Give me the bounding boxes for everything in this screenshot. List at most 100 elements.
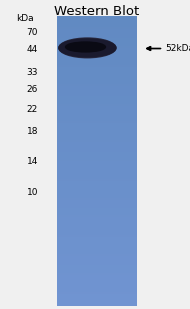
Bar bbox=[57, 244, 137, 246]
Bar bbox=[57, 116, 137, 119]
Bar bbox=[57, 246, 137, 248]
Bar bbox=[57, 157, 137, 159]
Bar bbox=[57, 207, 137, 210]
Bar bbox=[57, 59, 137, 61]
Bar bbox=[57, 197, 137, 200]
Bar bbox=[57, 121, 137, 123]
Bar bbox=[57, 217, 137, 219]
Bar bbox=[57, 248, 137, 250]
Bar bbox=[57, 271, 137, 273]
Text: 52kDa: 52kDa bbox=[165, 44, 190, 53]
Bar bbox=[57, 249, 137, 252]
Bar bbox=[57, 259, 137, 262]
Bar bbox=[57, 215, 137, 217]
Text: 10: 10 bbox=[26, 188, 38, 197]
Bar bbox=[57, 236, 137, 239]
Bar bbox=[57, 298, 137, 300]
Bar bbox=[57, 72, 137, 75]
Bar bbox=[57, 32, 137, 34]
Bar bbox=[57, 26, 137, 28]
Bar bbox=[57, 201, 137, 204]
Bar bbox=[57, 115, 137, 117]
Bar bbox=[57, 105, 137, 108]
Bar bbox=[57, 192, 137, 194]
Bar bbox=[57, 49, 137, 52]
Bar bbox=[57, 280, 137, 283]
Bar bbox=[57, 188, 137, 190]
Bar bbox=[57, 174, 137, 177]
Bar bbox=[57, 91, 137, 94]
Bar bbox=[57, 138, 137, 140]
Bar bbox=[57, 269, 137, 271]
Bar bbox=[57, 277, 137, 279]
Bar bbox=[57, 224, 137, 227]
Bar bbox=[57, 88, 137, 90]
Ellipse shape bbox=[66, 42, 105, 52]
Text: 70: 70 bbox=[26, 28, 38, 37]
Bar bbox=[57, 122, 137, 125]
Bar bbox=[57, 303, 137, 306]
Bar bbox=[57, 95, 137, 98]
Bar bbox=[57, 265, 137, 267]
Text: kDa: kDa bbox=[17, 14, 34, 23]
Bar bbox=[57, 240, 137, 242]
Bar bbox=[57, 219, 137, 221]
Text: 44: 44 bbox=[27, 45, 38, 54]
Bar bbox=[57, 130, 137, 133]
Bar bbox=[57, 273, 137, 275]
Bar bbox=[57, 76, 137, 78]
Bar bbox=[57, 176, 137, 179]
Bar bbox=[57, 222, 137, 225]
Bar bbox=[57, 38, 137, 40]
Bar bbox=[57, 299, 137, 302]
Bar bbox=[57, 255, 137, 258]
Bar bbox=[57, 290, 137, 292]
Bar bbox=[57, 103, 137, 106]
Bar bbox=[57, 61, 137, 63]
Bar bbox=[57, 178, 137, 181]
Bar bbox=[57, 190, 137, 192]
Bar bbox=[57, 165, 137, 167]
Bar bbox=[57, 238, 137, 240]
Bar bbox=[57, 41, 137, 44]
Bar bbox=[57, 257, 137, 260]
Bar bbox=[57, 47, 137, 50]
Bar bbox=[57, 278, 137, 281]
Bar bbox=[57, 155, 137, 158]
Bar bbox=[57, 143, 137, 146]
Bar bbox=[57, 124, 137, 127]
Bar bbox=[57, 28, 137, 31]
Bar bbox=[57, 228, 137, 231]
Bar bbox=[57, 99, 137, 102]
Bar bbox=[57, 203, 137, 206]
Bar bbox=[57, 66, 137, 69]
Bar bbox=[57, 82, 137, 84]
Bar bbox=[57, 242, 137, 244]
Bar bbox=[57, 232, 137, 235]
Bar bbox=[57, 209, 137, 212]
Bar bbox=[57, 65, 137, 67]
Bar bbox=[57, 68, 137, 71]
Bar bbox=[57, 36, 137, 38]
Bar bbox=[57, 22, 137, 25]
Bar bbox=[57, 180, 137, 183]
Text: 33: 33 bbox=[26, 68, 38, 78]
Bar bbox=[57, 153, 137, 156]
Bar bbox=[57, 168, 137, 171]
Bar bbox=[57, 43, 137, 46]
Bar bbox=[57, 90, 137, 92]
Bar bbox=[57, 55, 137, 57]
Bar bbox=[57, 40, 137, 42]
Bar bbox=[57, 186, 137, 188]
Bar bbox=[57, 267, 137, 269]
Bar bbox=[57, 51, 137, 53]
Text: 26: 26 bbox=[27, 85, 38, 94]
Bar bbox=[57, 18, 137, 21]
Bar bbox=[57, 146, 137, 148]
Bar bbox=[57, 20, 137, 23]
Bar bbox=[57, 70, 137, 73]
Bar bbox=[57, 34, 137, 36]
Bar bbox=[57, 107, 137, 109]
Bar bbox=[57, 296, 137, 298]
Bar bbox=[57, 251, 137, 254]
